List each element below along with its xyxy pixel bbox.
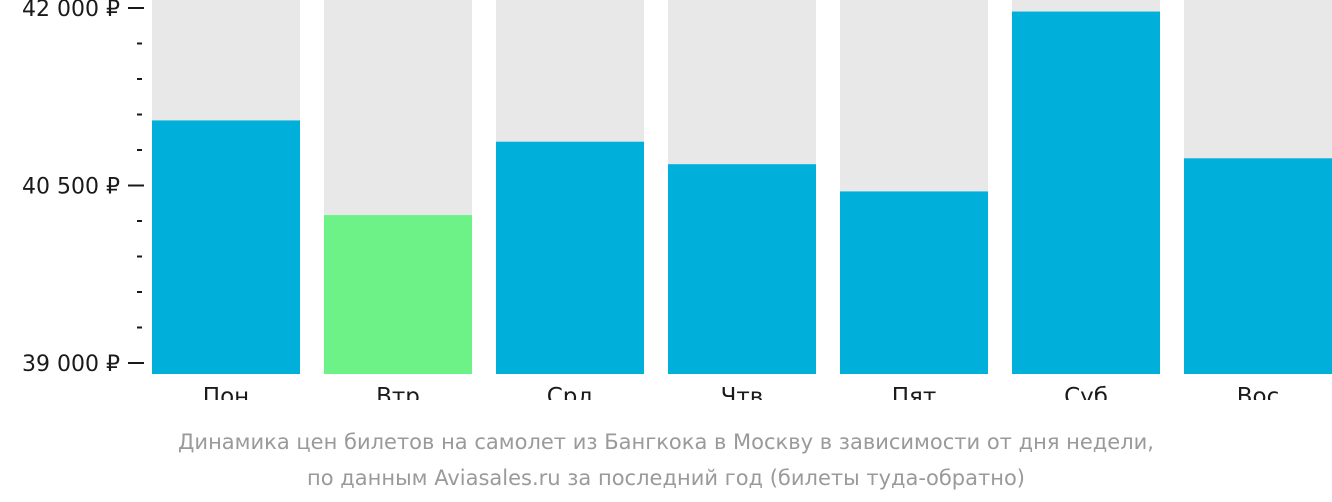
x-tick-label-2: Втр — [376, 384, 420, 400]
bar-3 — [496, 141, 644, 374]
y-tick-label-1: 42 000 ₽ — [22, 0, 120, 22]
x-axis-labels: Пон Втр Срд Чтв Пят Суб Вос — [203, 384, 1279, 400]
x-tick-label-1: Пон — [203, 384, 249, 400]
x-tick-label-7: Вос — [1237, 384, 1280, 400]
bar-4 — [668, 164, 816, 374]
x-tick-label-5: Пят — [892, 384, 937, 400]
caption-line-1: Динамика цен билетов на самолет из Бангк… — [178, 430, 1154, 454]
bars-layer — [152, 0, 1332, 375]
x-tick-label-3: Срд — [547, 384, 594, 400]
y-axis: 42 000 ₽ 40 500 ₽ 39 000 ₽ — [22, 0, 144, 377]
x-tick-label-6: Суб — [1064, 384, 1108, 400]
caption-line-2: по данным Aviasales.ru за последний год … — [307, 466, 1025, 490]
y-tick-label-2: 40 500 ₽ — [22, 175, 120, 200]
bar-6 — [1012, 11, 1160, 375]
bar-7 — [1184, 158, 1332, 374]
price-by-weekday-chart: 42 000 ₽ 40 500 ₽ 39 000 ₽ Пон Втр Срд Чтв Пят… — [22, 0, 1332, 400]
bar-2 — [324, 215, 472, 374]
bar-1 — [152, 120, 300, 375]
x-tick-label-4: Чтв — [721, 384, 764, 400]
y-tick-label-3: 39 000 ₽ — [22, 352, 120, 377]
chart-caption: Динамика цен билетов на самолет из Бангк… — [0, 424, 1332, 496]
bar-5 — [840, 191, 988, 374]
